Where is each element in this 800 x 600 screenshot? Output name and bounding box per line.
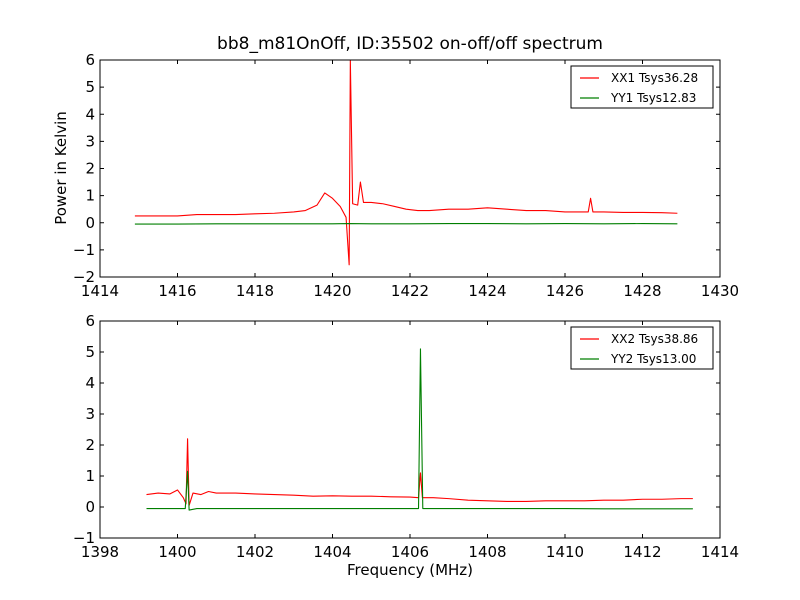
legend-box-1 [570,65,714,109]
y-tick-label: 4 [85,374,95,392]
y-axis-label: Power in Kelvin [52,111,70,225]
x-tick-label: 1414 [701,543,739,561]
y-tick-label: 2 [85,160,95,178]
y-tick-label: 4 [85,105,95,123]
y-tick-label: −1 [73,241,95,259]
x-tick-label: 1422 [391,282,429,300]
y-tick-label: 0 [85,498,95,516]
series-line-1-2 [134,223,678,225]
y-tick-label: 1 [85,467,95,485]
y-tick-label: 3 [85,405,95,423]
x-axis-label: Frequency (MHz) [346,561,474,579]
series-line-1-1 [134,60,678,266]
x-tick-label: 1406 [391,543,429,561]
series-line-2-2 [146,348,693,511]
series-line-2-1 [146,438,693,506]
legend-box-2 [570,326,714,370]
x-tick-label: 1418 [236,282,274,300]
y-tick-label: 1 [85,187,95,205]
x-tick-label: 1400 [158,543,196,561]
x-tick-label: 1412 [623,543,661,561]
x-tick-label: 1404 [313,543,351,561]
legend-label: XX1 Tsys36.28 [611,71,698,85]
chart-title: bb8_m81OnOff, ID:35502 on-off/off spectr… [217,34,603,54]
x-tick-label: 1430 [701,282,739,300]
x-tick-label: 1428 [623,282,661,300]
y-tick-label: −1 [73,529,95,547]
x-tick-label: 1408 [468,543,506,561]
legend-label: YY2 Tsys13.00 [610,352,696,366]
y-tick-label: 2 [85,436,95,454]
x-tick-label: 1398 [81,543,119,561]
y-tick-label: 6 [85,51,95,69]
y-tick-label: 6 [85,312,95,330]
y-tick-label: 3 [85,132,95,150]
x-tick-label: 1416 [158,282,196,300]
legend-label: XX2 Tsys38.86 [611,332,698,346]
y-tick-label: 5 [85,343,95,361]
x-tick-label: 1426 [546,282,584,300]
y-tick-label: −2 [73,268,95,286]
x-tick-label: 1420 [313,282,351,300]
x-tick-label: 1410 [546,543,584,561]
x-tick-label: 1414 [81,282,119,300]
x-tick-label: 1402 [236,543,274,561]
x-tick-label: 1424 [468,282,506,300]
y-tick-label: 0 [85,214,95,232]
legend-label: YY1 Tsys12.83 [610,91,696,105]
y-tick-label: 5 [85,78,95,96]
